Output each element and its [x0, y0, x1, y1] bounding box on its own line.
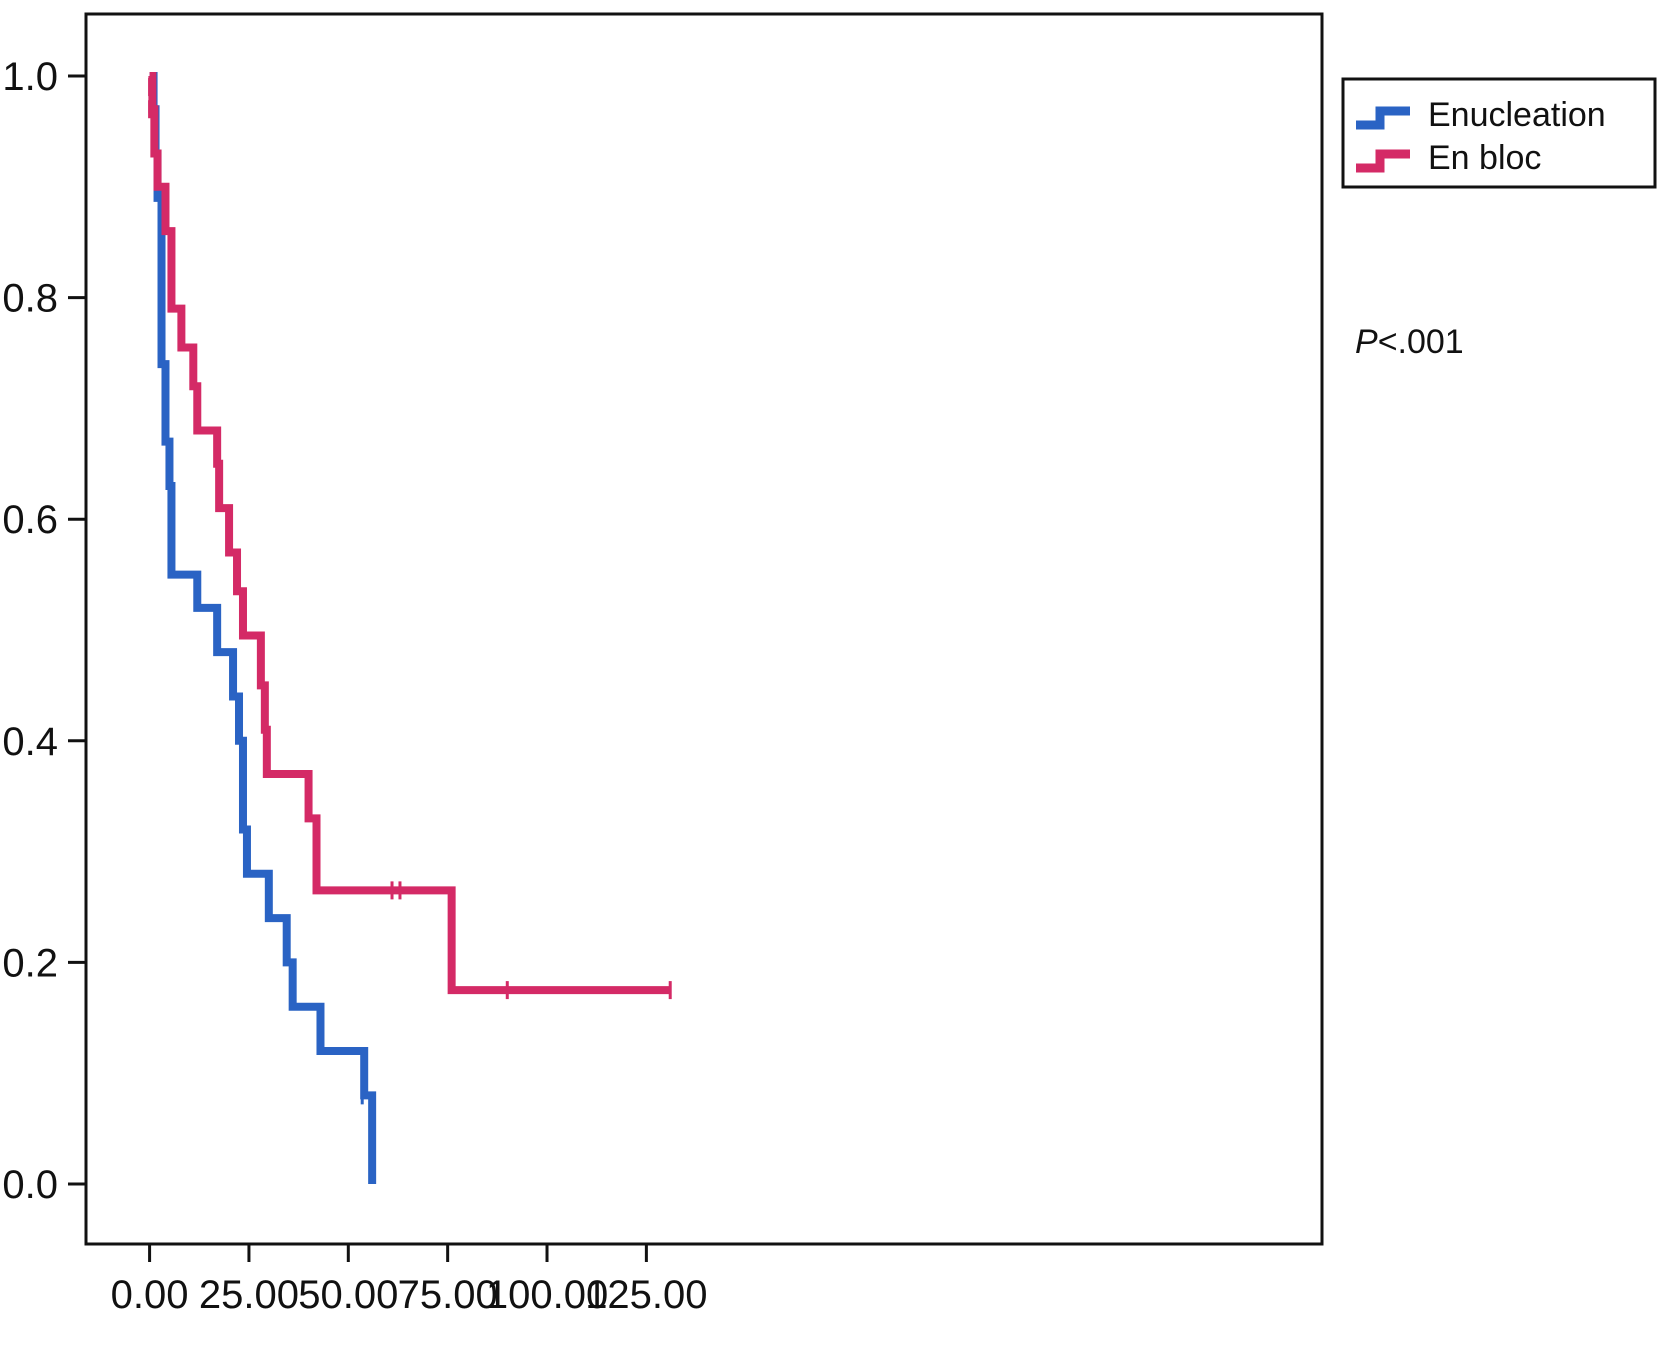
y-tick-label: 0.2 — [2, 941, 58, 985]
p-value-annotation: P<.001 — [1355, 323, 1464, 361]
legend-label-en-bloc: En bloc — [1428, 139, 1541, 177]
p-value-text: <.001 — [1378, 323, 1464, 361]
x-tick-label: 75.00 — [398, 1273, 498, 1317]
plot-frame — [84, 12, 1324, 1246]
y-tick-label: 0.4 — [2, 720, 58, 764]
x-tick-label: 0.00 — [111, 1273, 189, 1317]
x-tick-label: 100.00 — [486, 1273, 608, 1317]
series-line-enucleation — [149, 72, 377, 1184]
series-line-en-bloc — [148, 72, 671, 995]
legend: Enucleation En bloc — [1341, 77, 1657, 189]
legend-label-enucleation: Enucleation — [1428, 96, 1606, 134]
legend-symbol-enucleation — [1356, 106, 1410, 130]
y-tick-label: 0.8 — [2, 277, 58, 321]
x-tick-label: 125.00 — [585, 1273, 707, 1317]
y-tick-label: 0.0 — [2, 1163, 58, 1207]
legend-box — [1341, 77, 1657, 189]
legend-symbol-en-bloc — [1356, 149, 1410, 173]
y-tick-label: 0.6 — [2, 498, 58, 542]
axes: 0.0 0.2 0.4 0.6 0.8 1.0 0.00 25.00 50.00 75.00100… — [2, 55, 707, 1317]
p-value-symbol: P — [1355, 323, 1378, 361]
plot-area — [148, 72, 672, 1184]
y-tick-label: 1.0 — [2, 55, 58, 99]
x-tick-label: 50.00 — [298, 1273, 398, 1317]
x-tick-label: 25.00 — [199, 1273, 299, 1317]
